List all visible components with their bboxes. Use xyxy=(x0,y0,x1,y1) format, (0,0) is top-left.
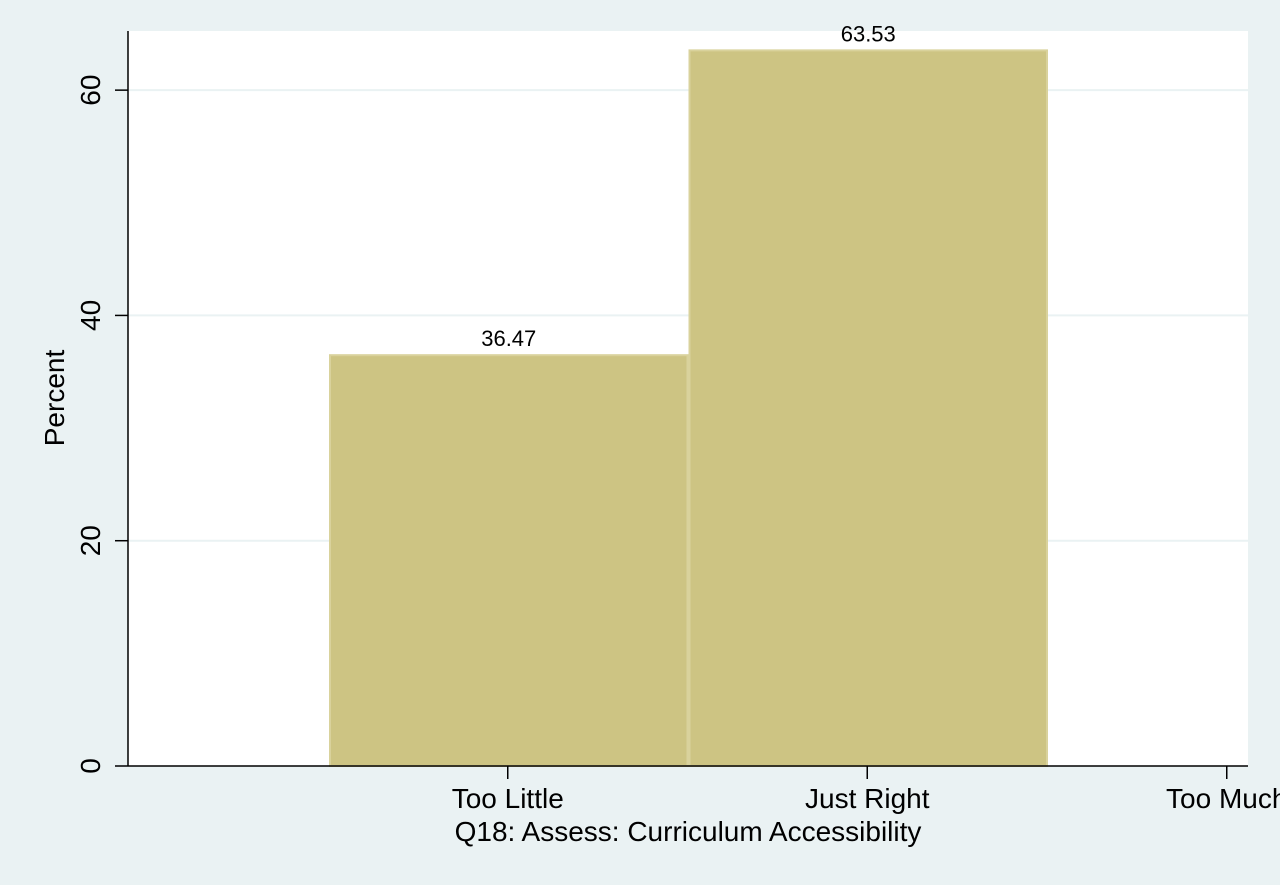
x-axis-title: Q18: Assess: Curriculum Accessibility xyxy=(455,816,922,847)
y-tick-label: 60 xyxy=(75,75,106,106)
axes xyxy=(115,31,1248,779)
bar xyxy=(329,354,689,767)
bar-value-label: 36.47 xyxy=(481,326,536,351)
bar xyxy=(688,49,1048,768)
y-tick-label: 20 xyxy=(75,525,106,556)
y-tick-label: 0 xyxy=(75,758,106,774)
x-tick-label: Too Much xyxy=(1166,783,1280,814)
bar-value-label: 63.53 xyxy=(841,21,896,46)
y-tick-label: 40 xyxy=(75,300,106,331)
bars xyxy=(329,49,1048,768)
x-tick-label: Too Little xyxy=(452,783,564,814)
labels: Q18: Assess: Curriculum Accessibility Pe… xyxy=(39,21,1280,847)
x-tick-label: Just Right xyxy=(805,783,930,814)
y-axis-title: Percent xyxy=(39,350,70,447)
